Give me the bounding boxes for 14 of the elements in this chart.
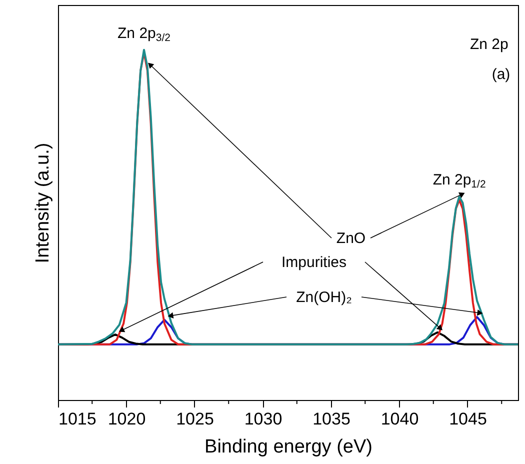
x-tick-label: 1035 <box>312 410 350 428</box>
annotation: ZnO <box>336 230 366 247</box>
x-tick-label: 1020 <box>108 410 146 428</box>
annotation: Impurities <box>281 254 347 271</box>
x-tick-label: 1025 <box>176 410 214 428</box>
x-tick-label: 1015 <box>58 410 96 428</box>
x-axis-title: Binding energy (eV) <box>204 436 372 458</box>
x-tick-label: 1045 <box>449 410 487 428</box>
annotation: Zn(OH)₂ <box>296 289 352 306</box>
x-tick-label: 1030 <box>244 410 282 428</box>
annotation: (a) <box>492 66 510 83</box>
annotation: Zn 2p <box>470 36 508 53</box>
y-axis-title: Intensity (a.u.) <box>32 142 54 264</box>
x-tick-label: 1040 <box>380 410 419 428</box>
